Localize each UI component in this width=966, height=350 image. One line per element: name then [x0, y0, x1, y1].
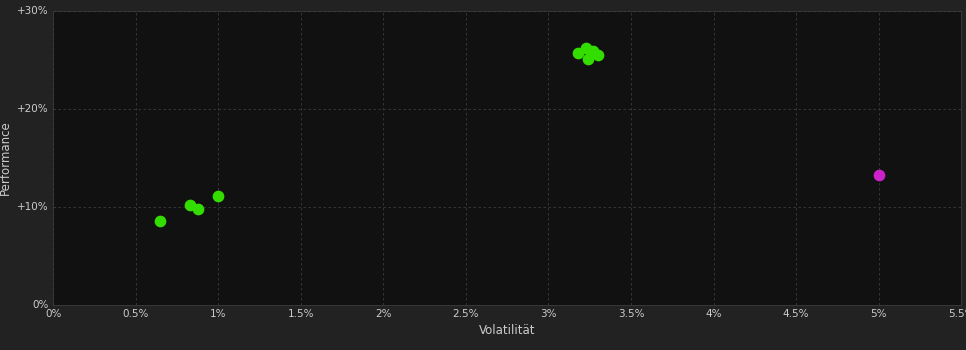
Point [570, 50, 585, 55]
X-axis label: Volatilität: Volatilität [479, 324, 535, 337]
Point [190, 206, 206, 212]
Point [211, 193, 226, 198]
Point [183, 202, 198, 207]
Point [871, 172, 887, 178]
Point [585, 48, 601, 54]
Point [590, 52, 606, 57]
Point [153, 218, 168, 224]
Point [581, 56, 596, 61]
Point [579, 45, 594, 50]
Y-axis label: Performance: Performance [0, 120, 12, 195]
